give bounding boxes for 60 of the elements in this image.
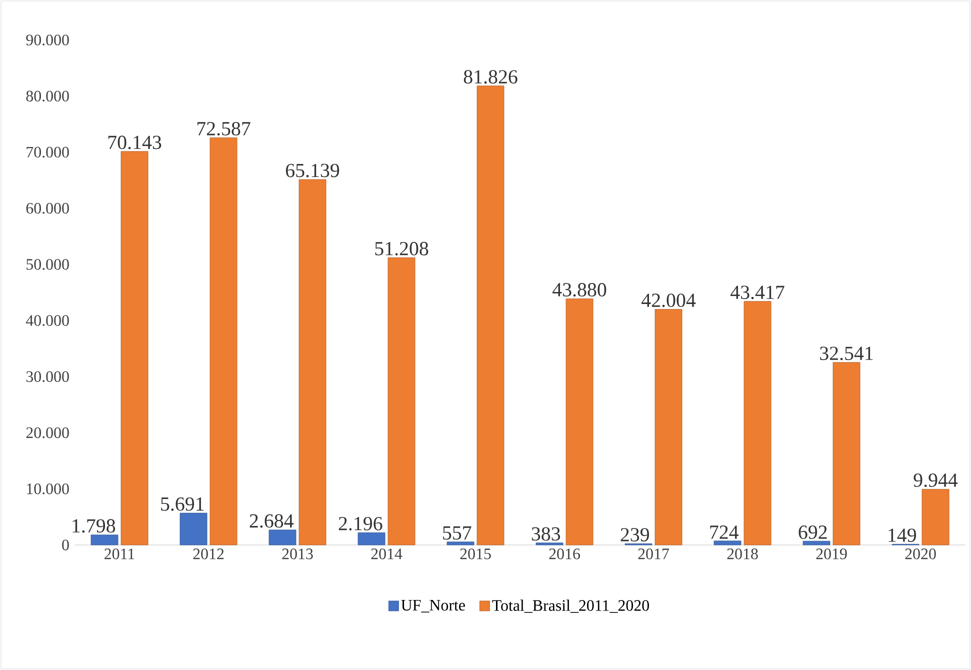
bar <box>120 151 148 546</box>
bar <box>566 298 594 546</box>
x-tick-label: 2016 <box>549 548 580 560</box>
x-tick-label: 2017 <box>638 548 669 560</box>
data-label: 239 <box>620 528 649 542</box>
x-tick-label: 2012 <box>193 548 224 560</box>
y-tick-label: 20.000 <box>26 427 69 438</box>
data-label: 42.004 <box>642 294 696 308</box>
data-label: 70.143 <box>108 136 162 150</box>
data-label: 81.826 <box>464 70 518 84</box>
x-tick-label: 2019 <box>816 548 847 560</box>
y-tick-label: 50.000 <box>26 259 69 270</box>
legend-label: Total_Brasil_2011_2020 <box>492 600 649 613</box>
y-tick-label: 80.000 <box>26 90 69 102</box>
bar <box>802 540 830 546</box>
x-tick-label: 2018 <box>727 548 758 560</box>
bar <box>210 138 238 546</box>
bar <box>446 542 474 546</box>
data-label: 2.196 <box>338 516 382 530</box>
y-tick-label: 70.000 <box>26 146 69 158</box>
y-tick-label: 10.000 <box>27 483 69 494</box>
y-tick-label: 90.000 <box>26 34 69 46</box>
bar <box>268 530 296 546</box>
y-tick-label: 30.000 <box>26 371 69 382</box>
bar <box>388 257 416 546</box>
bar <box>714 540 742 546</box>
data-label: 557 <box>443 526 472 540</box>
data-label: 724 <box>710 526 739 539</box>
x-tick-label: 2013 <box>282 548 313 560</box>
x-tick-label: 2011 <box>104 548 134 560</box>
data-label: 5.691 <box>161 497 204 511</box>
data-label: 43.880 <box>552 283 606 297</box>
data-label: 51.208 <box>375 242 428 256</box>
bar <box>90 534 118 546</box>
data-label: 383 <box>532 527 560 541</box>
data-label: 692 <box>798 526 827 539</box>
y-tick-label: 60.000 <box>26 202 69 214</box>
data-label: 9.944 <box>914 474 958 487</box>
bar <box>744 301 772 546</box>
y-tick-label: 0 <box>62 540 69 550</box>
data-label: 72.587 <box>197 122 250 136</box>
bar <box>536 542 564 546</box>
data-label: 43.417 <box>730 286 784 300</box>
bar <box>654 309 682 546</box>
data-label: 1.798 <box>72 519 116 533</box>
bar <box>922 488 950 546</box>
bar <box>832 362 860 546</box>
data-label: 32.541 <box>820 346 873 360</box>
bar <box>358 532 386 546</box>
x-tick-label: 2014 <box>371 548 402 560</box>
legend-label: UF_Norte <box>401 600 465 612</box>
data-label: 2.684 <box>250 514 294 528</box>
bar <box>298 179 326 546</box>
bar <box>476 86 504 546</box>
y-tick-label: 40.000 <box>26 315 69 326</box>
data-label: 65.139 <box>286 164 340 178</box>
data-label: 149 <box>888 528 916 542</box>
x-tick-label: 2015 <box>460 548 491 560</box>
bar <box>180 512 208 546</box>
x-tick-label: 2020 <box>905 548 936 560</box>
